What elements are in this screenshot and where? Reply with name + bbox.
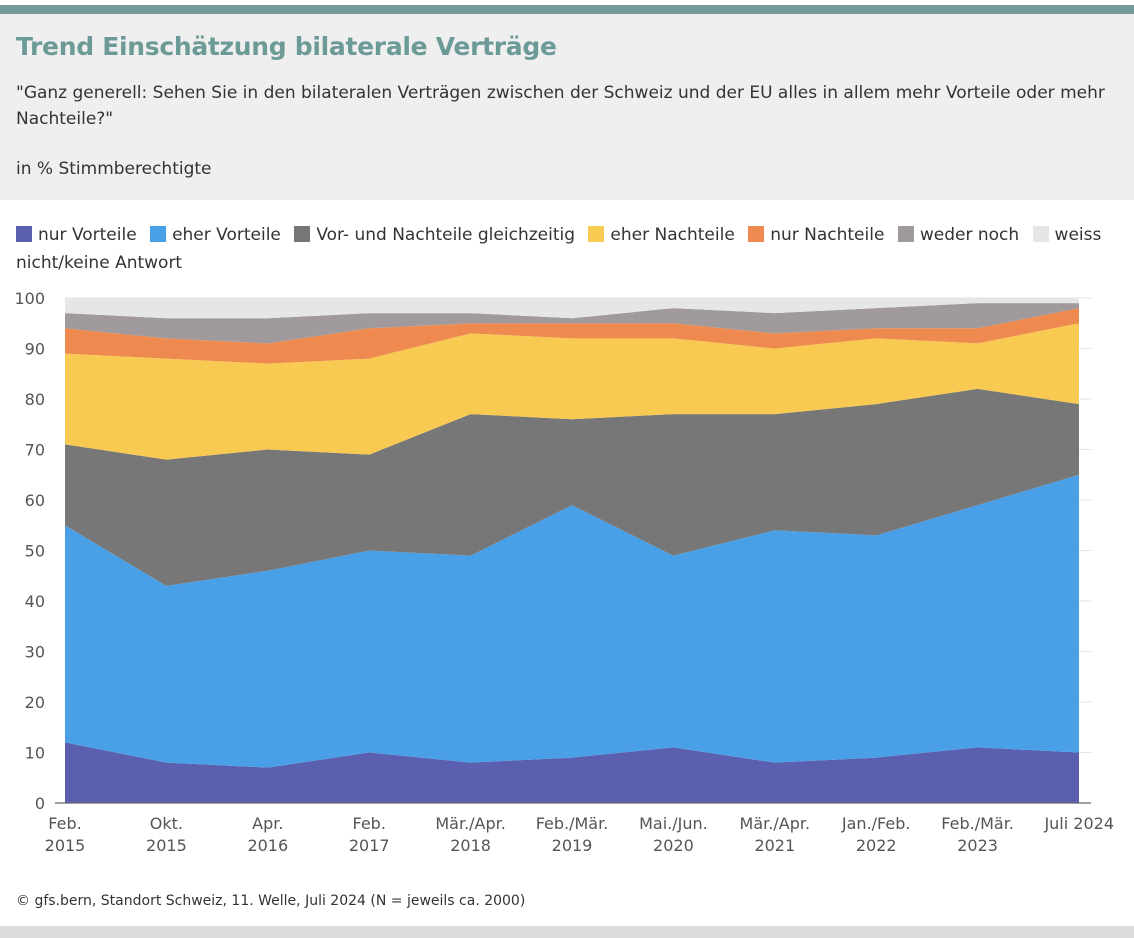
x-tick-label: Feb. bbox=[352, 814, 385, 833]
x-tick-label-year: 2020 bbox=[653, 836, 694, 855]
y-tick-label: 30 bbox=[25, 643, 45, 662]
legend-label: eher Nachteile bbox=[610, 225, 735, 245]
legend-item-eher-vorteile: eher Vorteile bbox=[150, 225, 281, 245]
x-tick-label: Feb./Mär. bbox=[536, 814, 609, 833]
x-tick-label-year: 2017 bbox=[349, 836, 390, 855]
legend-item-weder-noch: weder noch bbox=[897, 225, 1020, 245]
legend-label: nur Vorteile bbox=[38, 225, 137, 245]
source-note: © gfs.bern, Standort Schweiz, 11. Welle,… bbox=[16, 893, 526, 909]
unit-label: in % Stimmberechtigte bbox=[16, 159, 212, 179]
page-title: Trend Einschätzung bilaterale Verträge bbox=[16, 32, 557, 61]
area-series-4 bbox=[65, 308, 1079, 364]
survey-question: "Ganz generell: Sehen Sie in den bilater… bbox=[16, 83, 1105, 129]
stacked-area-chart: 0 10 20 30 40 50 60 70 80 90 100 Feb. 2015 Okt. 2015 Ap… bbox=[14, 289, 1114, 855]
y-tick-label: 100 bbox=[14, 289, 45, 308]
legend-swatch bbox=[748, 226, 765, 242]
legend-item-vor-und-nachteile: Vor- und Nachteile gleichzeitig bbox=[294, 225, 575, 245]
y-tick-label: 40 bbox=[25, 592, 45, 611]
x-tick-label: Apr. bbox=[252, 814, 283, 833]
y-tick-label: 0 bbox=[35, 794, 45, 813]
y-tick-label: 50 bbox=[25, 542, 45, 561]
top-accent-bar bbox=[0, 5, 1134, 14]
x-tick-label-year: 2022 bbox=[856, 836, 897, 855]
area-series-6 bbox=[65, 298, 1079, 319]
x-tick-label: Feb./Mär. bbox=[941, 814, 1014, 833]
area-series-3 bbox=[65, 323, 1079, 460]
legend-label: Vor- und Nachteile gleichzeitig bbox=[316, 225, 575, 245]
legend-item-nur-nachteile: nur Nachteile bbox=[748, 225, 884, 245]
x-tick-label: Mai./Jun. bbox=[639, 814, 708, 833]
x-tick-label-year: 2018 bbox=[450, 836, 491, 855]
x-tick-label: Mär./Apr. bbox=[740, 814, 811, 833]
legend-label: weder noch bbox=[919, 225, 1020, 245]
y-tick-label: 20 bbox=[25, 693, 45, 712]
x-tick-label: Jan./Feb. bbox=[841, 814, 911, 833]
x-tick-label-year: 2015 bbox=[146, 836, 187, 855]
legend-item-nur-vorteile: nur Vorteile bbox=[16, 225, 137, 245]
x-tick-label: Feb. bbox=[48, 814, 81, 833]
y-tick-label: 90 bbox=[25, 340, 45, 359]
legend-label: eher Vorteile bbox=[172, 225, 281, 245]
legend-label: nur Nachteile bbox=[770, 225, 885, 245]
area-series-0 bbox=[65, 742, 1079, 803]
legend-swatch bbox=[294, 226, 311, 242]
x-tick-label-year: 2015 bbox=[45, 836, 86, 855]
chart-legend: nur Vorteile eher Vorteile Vor- und Nach… bbox=[16, 221, 1116, 277]
y-tick-label: 60 bbox=[25, 491, 45, 510]
y-tick-label: 80 bbox=[25, 390, 45, 409]
bottom-bar bbox=[0, 926, 1134, 938]
x-tick-label: Juli 2024 bbox=[1043, 814, 1114, 833]
x-tick-label: Mär./Apr. bbox=[435, 814, 506, 833]
legend-swatch bbox=[1032, 226, 1049, 242]
legend-swatch bbox=[897, 226, 914, 242]
legend-swatch bbox=[150, 226, 167, 242]
x-tick-label-year: 2021 bbox=[754, 836, 795, 855]
legend-swatch bbox=[16, 226, 32, 242]
area-series-5 bbox=[65, 303, 1079, 344]
legend-label: weiss nicht/keine Antwort bbox=[16, 225, 1102, 273]
legend-swatch bbox=[588, 226, 605, 242]
x-tick-label-year: 2023 bbox=[957, 836, 998, 855]
area-series-1 bbox=[65, 474, 1079, 768]
x-tick-label: Okt. bbox=[150, 814, 183, 833]
legend-item-weiss-nicht: weiss nicht/keine Antwort bbox=[16, 225, 1101, 273]
x-tick-label-year: 2016 bbox=[247, 836, 288, 855]
area-series-2 bbox=[65, 388, 1079, 586]
y-tick-label: 10 bbox=[25, 744, 45, 763]
header-panel bbox=[0, 14, 1134, 200]
y-tick-label: 70 bbox=[25, 441, 45, 460]
x-tick-label-year: 2019 bbox=[552, 836, 593, 855]
legend-item-eher-nachteile: eher Nachteile bbox=[588, 225, 735, 245]
